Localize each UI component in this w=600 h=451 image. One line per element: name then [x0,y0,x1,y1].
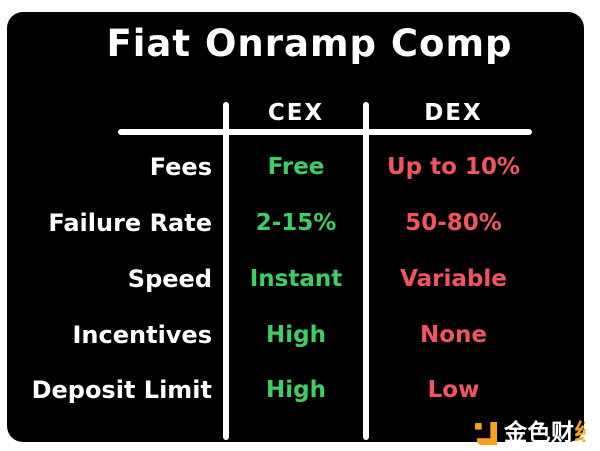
column-header-cex: CEX [267,100,325,126]
table-row: Failure Rate 2-15% 50-80% [7,206,584,240]
row-label: Fees [149,153,212,181]
cex-value: Free [267,154,325,180]
brand-name-main: 金色财 [504,420,575,446]
table-row: Deposit Limit High Low [7,373,584,407]
cex-value: High [266,322,326,348]
dex-value: Up to 10% [386,154,520,180]
row-label: Speed [127,265,212,293]
dex-value: None [419,322,488,348]
table-row: Fees Free Up to 10% [7,150,584,184]
row-label: Failure Rate [48,209,212,237]
dex-value: Low [427,377,480,403]
column-divider-dex [363,102,369,440]
cex-value: 2-15% [255,210,337,236]
jinse-blocks-icon [475,422,498,445]
dex-value: 50-80% [405,210,502,236]
row-label: Incentives [72,321,212,349]
table-row: Incentives High None [7,318,584,352]
brand-watermark: 金色财经 [475,422,598,445]
page-title: Fiat Onramp Comp [106,22,513,65]
row-label: Deposit Limit [31,376,212,404]
brand-name: 金色财经 [504,422,598,445]
dex-value: Variable [400,266,507,292]
cex-value: High [266,377,326,403]
table-row: Speed Instant Variable [7,262,584,296]
column-header-dex: DEX [424,100,483,126]
brand-name-accent: 经 [574,420,598,446]
comparison-panel: Fiat Onramp Comp CEX DEX Fees Free Up to… [7,12,584,442]
column-divider-cex [223,102,229,440]
header-divider-line [118,129,532,135]
table-header-row: CEX DEX [7,96,584,130]
cex-value: Instant [249,266,343,292]
